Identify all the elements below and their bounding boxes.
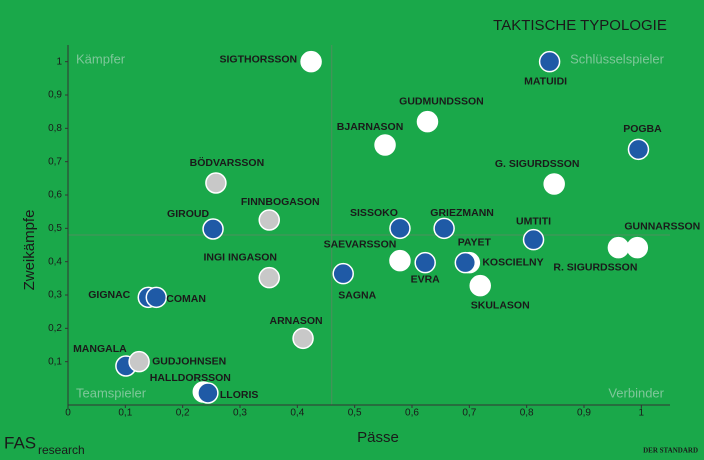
- quadrant-label: Teamspieler: [76, 385, 147, 400]
- x-tick-label: 0,2: [176, 408, 190, 419]
- x-tick-label: 0,4: [290, 408, 304, 419]
- logo: FAS: [4, 433, 36, 452]
- x-tick-label: 0,7: [462, 408, 476, 419]
- point-label: PAYET: [458, 236, 492, 248]
- point-label: GUDJOHNSEN: [152, 355, 226, 367]
- point-label: HALLDORSSON: [150, 372, 231, 384]
- point-label: BÖDVARSSON: [190, 156, 264, 169]
- point-label: BJARNASON: [337, 121, 404, 133]
- x-tick-label: 0,3: [233, 408, 247, 419]
- point-label: LLORIS: [220, 389, 258, 401]
- point: [389, 217, 411, 240]
- y-tick-label: 0,6: [48, 190, 62, 201]
- point-label: EVRA: [411, 273, 441, 285]
- point-label: SKULASON: [471, 299, 530, 311]
- point: [205, 172, 227, 194]
- point-label: MATUIDI: [524, 75, 567, 87]
- point-label: GUDMUNDSSON: [399, 95, 484, 107]
- point-label: FINNBOGASON: [241, 196, 320, 208]
- quadrant-label: Kämpfer: [76, 51, 126, 66]
- point: [626, 236, 649, 259]
- y-tick-label: 0,8: [48, 123, 62, 134]
- point-label: UMTITI: [516, 215, 551, 227]
- point-label: GRIEZMANN: [430, 207, 494, 219]
- point: [627, 138, 650, 161]
- point: [414, 251, 436, 274]
- point: [197, 382, 219, 404]
- point: [258, 266, 280, 289]
- point-label: SIGTHORSSON: [219, 53, 297, 65]
- x-tick-label: 0,1: [118, 408, 132, 419]
- x-tick-label: 0: [65, 408, 71, 419]
- point: [416, 110, 439, 133]
- quadrant-label: Verbinder: [608, 385, 664, 400]
- point-label: GUNNARSSON: [624, 220, 700, 232]
- y-tick-label: 0,7: [48, 156, 62, 167]
- source: DER STANDARD: [643, 447, 698, 455]
- x-tick-label: 0,8: [520, 408, 534, 419]
- x-tick-label: 0,6: [405, 408, 419, 419]
- x-axis-label: Pässe: [357, 429, 399, 446]
- point-label: GIGNAC: [88, 289, 130, 301]
- point: [128, 350, 150, 373]
- point: [292, 327, 314, 350]
- point-label: ARNASON: [270, 315, 323, 327]
- point: [469, 274, 491, 297]
- point: [454, 251, 477, 274]
- point-label: MANGALA: [73, 343, 127, 355]
- y-tick-label: 0,9: [48, 90, 62, 101]
- point: [543, 173, 565, 195]
- y-tick-label: 0,3: [48, 290, 62, 301]
- x-tick-label: 1: [639, 408, 645, 419]
- quadrant-label: Schlüsselspieler: [570, 51, 665, 66]
- point: [538, 50, 561, 73]
- x-tick-label: 0,9: [577, 408, 591, 419]
- y-axis-label: Zweikämpfe: [21, 210, 38, 291]
- point: [389, 249, 411, 272]
- point: [300, 50, 322, 73]
- point-label: SAGNA: [338, 289, 376, 301]
- y-tick-label: 1: [56, 56, 62, 67]
- x-tick-label: 0,5: [348, 408, 362, 419]
- y-tick-label: 0,2: [48, 323, 62, 334]
- point: [522, 228, 545, 251]
- y-tick-label: 0,1: [48, 356, 62, 367]
- point: [607, 236, 630, 259]
- point-label: SISSOKO: [350, 207, 398, 219]
- point: [433, 217, 455, 240]
- point-label: INGI INGASON: [203, 251, 277, 263]
- point: [374, 134, 396, 156]
- point-label: POGBA: [623, 123, 662, 135]
- point-label: G. SIGURDSSON: [495, 158, 580, 170]
- y-tick-label: 0,5: [48, 223, 62, 234]
- point-label: GIROUD: [167, 208, 209, 220]
- chart-title: TAKTISCHE TYPOLOGIE: [493, 17, 667, 34]
- point: [332, 262, 354, 285]
- logo-sub: research: [38, 443, 85, 457]
- point-label: R. SIGURDSSON: [553, 261, 637, 273]
- point: [258, 209, 280, 231]
- point: [145, 286, 168, 309]
- y-tick-label: 0,4: [48, 256, 62, 267]
- point-label: COMAN: [166, 293, 206, 305]
- point-label: SAEVARSSON: [324, 238, 397, 250]
- point-label: KOSCIELNY: [482, 256, 543, 268]
- point: [202, 218, 224, 240]
